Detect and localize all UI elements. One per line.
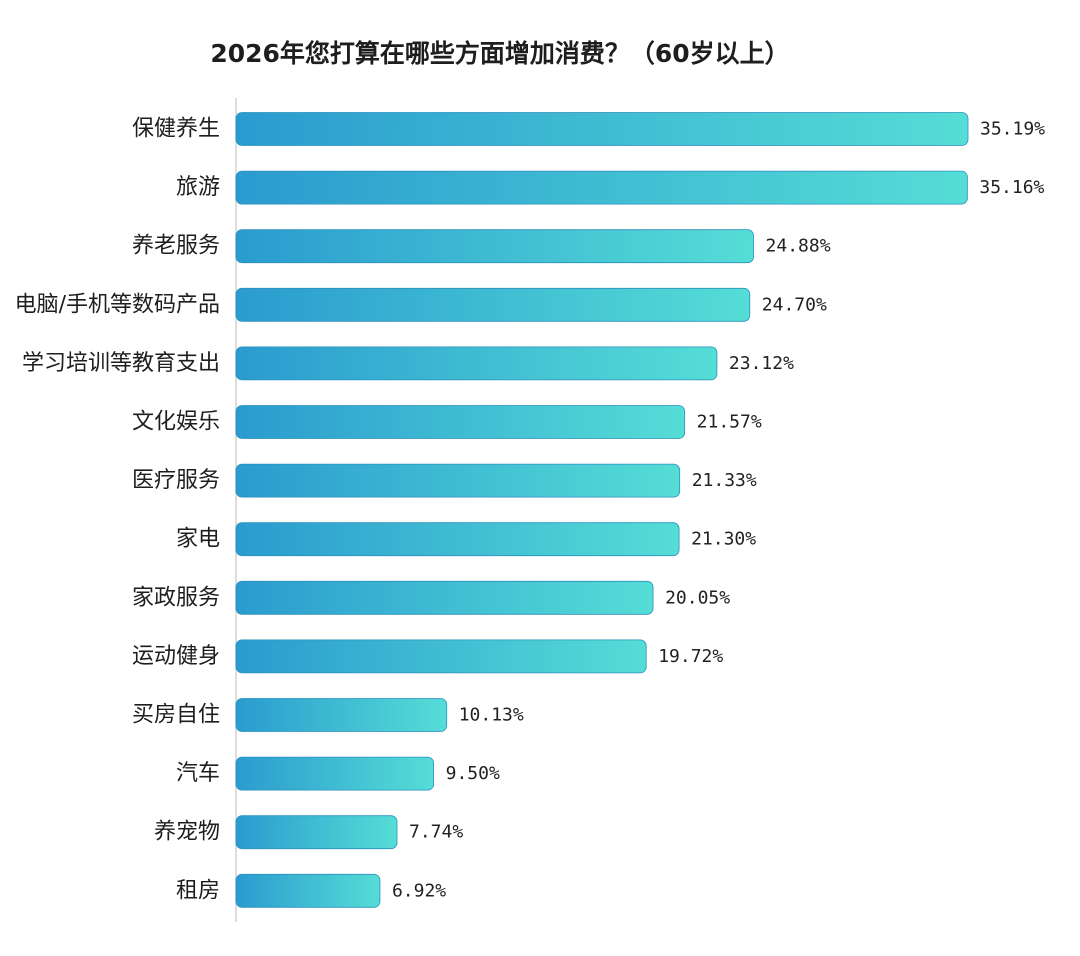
chart-title: 2026年您打算在哪些方面增加消费？（60岁以上） <box>210 39 790 68</box>
bar <box>235 522 680 557</box>
bar <box>235 287 751 322</box>
bar <box>235 405 686 439</box>
bar <box>235 873 381 908</box>
category-label: 租房 <box>176 878 220 903</box>
category-label: 旅游 <box>176 175 220 200</box>
bar <box>235 815 398 850</box>
category-label: 汽车 <box>176 761 220 786</box>
bar <box>235 639 647 674</box>
value-label: 23.12% <box>729 353 794 374</box>
bar <box>235 112 969 146</box>
bar <box>235 463 681 498</box>
value-label: 20.05% <box>665 587 730 608</box>
category-label: 保健养生 <box>132 117 220 142</box>
value-label: 24.70% <box>762 294 827 315</box>
category-label: 家政服务 <box>132 585 220 610</box>
category-label: 学习培训等教育支出 <box>22 351 220 376</box>
value-label: 10.13% <box>459 705 524 726</box>
bar <box>235 229 754 264</box>
value-label: 21.33% <box>692 470 757 491</box>
category-label: 养老服务 <box>132 234 220 259</box>
bar <box>235 756 435 791</box>
bar <box>235 580 654 615</box>
value-label: 6.92% <box>392 880 446 901</box>
labels-layer: 保健养生 35.19% 旅游 35.16% 养老服务 24.88% 电脑/手机等数码产品 24… <box>15 117 1046 904</box>
bar <box>235 346 718 381</box>
category-label: 文化娱乐 <box>132 410 220 435</box>
value-label: 21.30% <box>691 529 756 550</box>
value-label: 9.50% <box>446 763 500 784</box>
category-label: 家电 <box>176 527 220 552</box>
category-label: 养宠物 <box>154 820 220 845</box>
category-label: 买房自住 <box>132 703 220 728</box>
value-label: 7.74% <box>409 822 463 843</box>
value-label: 35.19% <box>980 119 1045 140</box>
value-label: 19.72% <box>658 646 723 667</box>
category-label: 电脑/手机等数码产品 <box>15 292 220 317</box>
category-label: 医疗服务 <box>132 468 220 493</box>
value-label: 35.16% <box>979 177 1044 198</box>
category-label: 运动健身 <box>132 644 220 669</box>
bar <box>235 170 968 205</box>
bars-layer <box>235 112 969 908</box>
bar <box>235 698 448 732</box>
value-label: 21.57% <box>697 412 762 433</box>
value-label: 24.88% <box>766 236 831 257</box>
